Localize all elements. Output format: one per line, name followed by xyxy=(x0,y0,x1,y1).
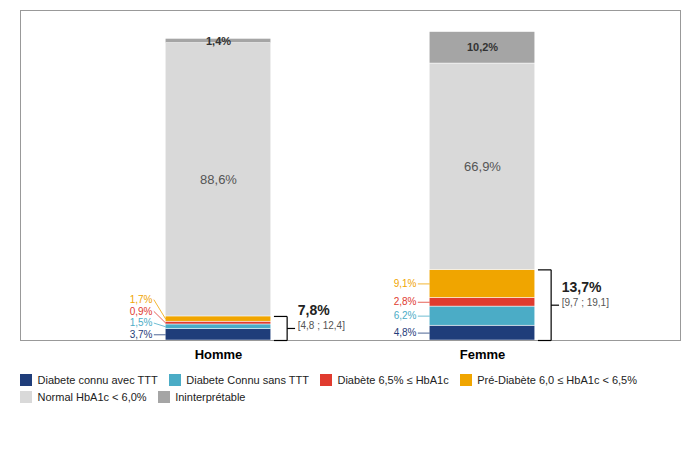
html-text:Pré-Diabète 6,0 ≤ HbA1c < 6,5%: Pré-Diabète 6,0 ≤ HbA1c < 6,5% xyxy=(477,374,637,387)
html-text:Diabete Connu sans TTT: Diabete Connu sans TTT xyxy=(186,374,309,387)
html-text:Diabète 6,5% ≤ HbA1c: Diabète 6,5% ≤ HbA1c xyxy=(337,374,449,387)
svg-text:[4,8 ; 12,4]: [4,8 ; 12,4] xyxy=(298,320,345,331)
svg-text:9,1%: 9,1% xyxy=(394,278,417,289)
svg-text:0,9%: 0,9% xyxy=(130,306,153,317)
svg-text:3,7%: 3,7% xyxy=(130,329,153,340)
svg-text:66,9%: 66,9% xyxy=(464,159,501,174)
svg-text:Homme: Homme xyxy=(195,347,243,362)
svg-text:7,8%: 7,8% xyxy=(298,302,330,318)
svg-text:2,8%: 2,8% xyxy=(394,296,417,307)
html-text:Diabete connu avec TTT: Diabete connu avec TTT xyxy=(37,374,158,387)
html-text:Ininterprétable: Ininterprétable xyxy=(175,390,246,403)
html-text:Normal HbA1c < 6,0%: Normal HbA1c < 6,0% xyxy=(37,390,147,403)
svg-text:1,7%: 1,7% xyxy=(130,294,153,305)
svg-text:[9,7 ; 19,1]: [9,7 ; 19,1] xyxy=(562,297,609,308)
svg-text:4,8%: 4,8% xyxy=(394,327,417,338)
svg-text:88,6%: 88,6% xyxy=(200,172,237,187)
svg-text:1,4%: 1,4% xyxy=(206,35,231,47)
svg-text:13,7%: 13,7% xyxy=(562,279,602,295)
svg-text:6,2%: 6,2% xyxy=(394,310,417,321)
svg-text:10,2%: 10,2% xyxy=(467,41,498,53)
svg-text:1,5%: 1,5% xyxy=(130,317,153,328)
svg-text:Femme: Femme xyxy=(460,347,506,362)
